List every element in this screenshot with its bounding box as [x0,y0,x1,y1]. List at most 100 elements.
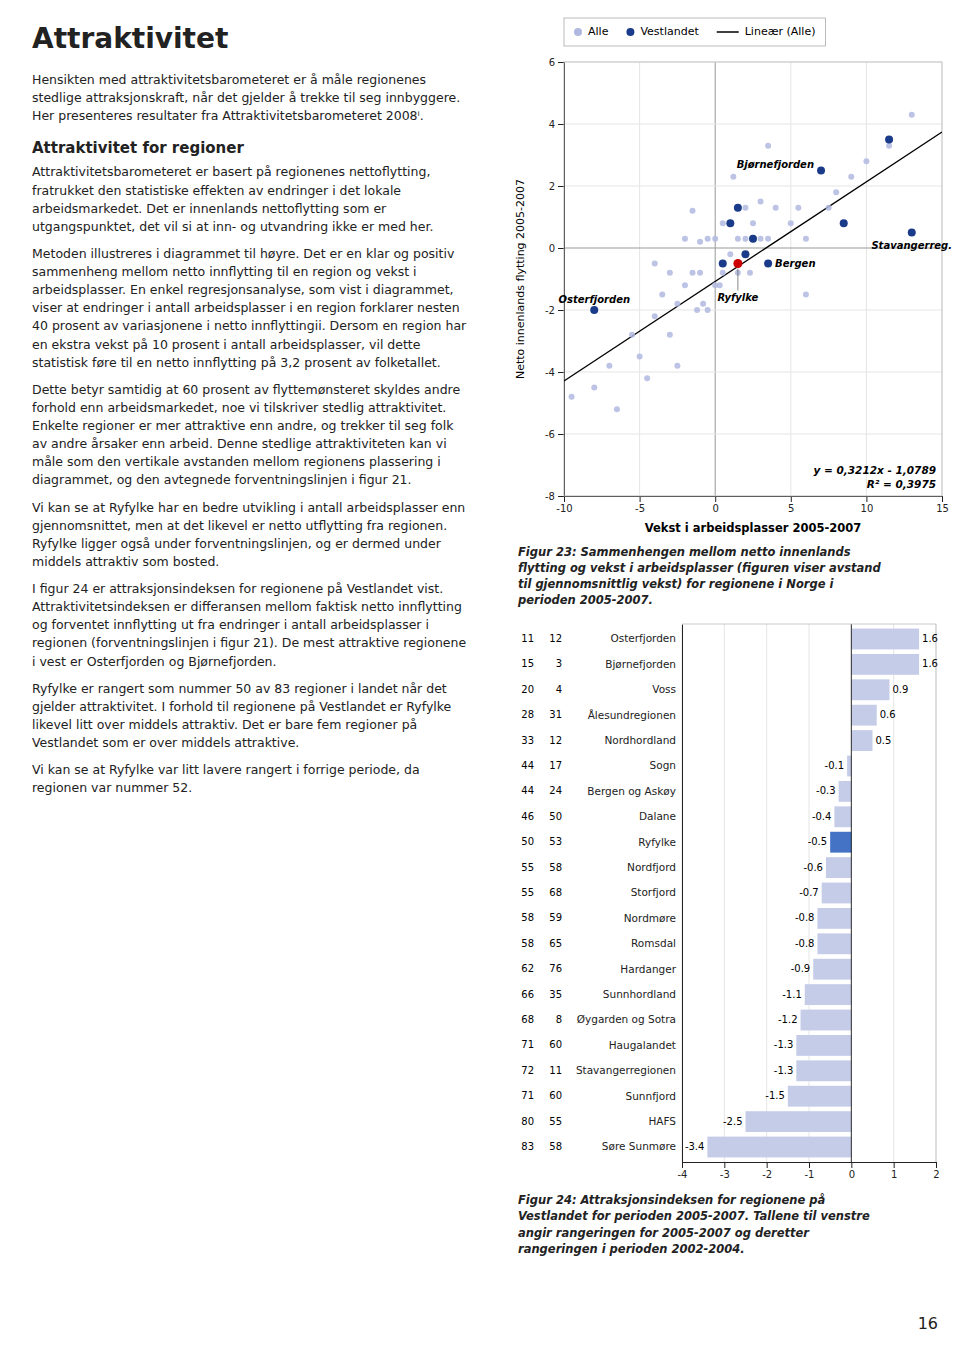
tick-label: 5 [788,503,794,514]
point-label: Bergen [775,258,815,269]
rank-label: 53 [549,837,562,848]
point [705,236,711,242]
rank-label: 68 [521,1014,534,1025]
point [758,236,764,242]
rank-label: 65 [549,938,562,949]
y-axis-tick: Romsdal [631,938,682,950]
rank-label: 24 [549,786,562,797]
y-axis-line [558,63,565,497]
point [742,236,748,242]
data-label: -1.3 [774,1040,794,1051]
y-axis-tick: Bjørnefjorden [605,658,682,670]
bar [796,1061,851,1082]
rank-label: 4 [556,684,562,695]
tick-label: Nordhordland [604,734,676,746]
bar-chart: -4-3-2-1012OsterfjordenBjørnefjordenVoss… [510,618,960,1188]
y-axis-tick: Haugalandet [609,1039,682,1051]
legend-symbol [626,28,634,36]
point [717,282,723,288]
caption: Figur 24: Attraksjonsindeksen for region… [518,1192,960,1256]
x-axis-tick: 15 [936,496,949,514]
rank-label: 12 [549,735,562,746]
tick-mark [558,310,564,311]
point [674,301,680,307]
point [712,236,718,242]
x-axis-tick: -2 [762,1162,772,1180]
rank-label: 60 [549,1091,562,1102]
bar [851,731,872,752]
data-label: -1.1 [782,989,802,1000]
tick-mark [942,496,943,502]
rank-label: 11 [521,633,534,644]
data-label: 1.6 [922,659,938,670]
rank-label: 62 [521,964,534,975]
bar [851,629,919,650]
point [644,375,650,381]
tick-label: Haugalandet [609,1039,676,1051]
tick-label: 0 [849,1169,855,1180]
data-label: 1.6 [922,633,938,644]
bar [839,781,852,802]
rank-label: 55 [521,887,534,898]
page: AttraktivitetHensikten med attraktivitet… [0,0,960,1267]
point [690,270,696,276]
data-label: 0.9 [892,684,908,695]
tick-label: 2 [549,181,555,192]
rank-label: 50 [521,837,534,848]
x-axis-title: Vekst i arbeidsplasser 2005-2007 [645,521,861,535]
x-axis-tick: 10 [861,496,874,514]
annotations: BjørnefjordenStavangerreg.BergenRyfylkeO… [558,159,952,491]
bar [830,832,851,853]
y-axis-line [682,625,683,1163]
tick-mark [724,1162,725,1168]
tick-label: 4 [549,119,555,130]
y-axis-tick: Nordhordland [604,734,682,746]
grid-line [639,62,640,496]
tick-label: Øygarden og Sotra [577,1014,676,1026]
tick-mark [791,496,792,502]
tick-label: 15 [936,503,949,514]
rank-label: 80 [521,1116,534,1127]
y-axis-tick: Bergen og Askøy [587,785,682,797]
data-label: 0.5 [876,735,892,746]
data-label: 0.6 [880,710,896,721]
y-axis-tick: Øygarden og Sotra [577,1014,682,1026]
annotation-leader [737,269,738,291]
y-axis-tick: 2 [549,181,564,192]
rank-label: 58 [521,913,534,924]
tick-label: -1 [805,1169,815,1180]
tick-mark [558,124,564,125]
rank-label: 8 [556,1014,562,1025]
x-axis-tick: 0 [713,496,719,514]
paragraph: Dette betyr samtidig at 60 prosent av fl… [32,381,472,490]
y-axis-tick: Voss [652,684,682,696]
tick-label: Storfjord [631,887,676,899]
point [690,208,696,214]
point [667,332,673,338]
tick-mark [558,62,564,63]
point [803,292,809,298]
paragraph: Attraktivitetsbarometeret er basert på r… [32,163,472,236]
bar [817,934,851,955]
point [803,236,809,242]
point [659,292,665,298]
point [886,143,892,149]
tick-label: -2 [545,305,555,316]
bar [851,654,919,675]
point [764,260,772,268]
paragraph: Vi kan se at Ryfylke har en bedre utvikl… [32,499,472,572]
point [817,167,825,175]
y-axis: -8-6-4-20246 [545,57,564,502]
point [730,174,736,180]
point [765,236,771,242]
y-axis-tick: -6 [545,429,564,440]
tick-label: 0 [713,503,719,514]
rank-label: 83 [521,1141,534,1152]
y-axis-tick: Hardanger [620,963,682,975]
point [697,270,703,276]
y-axis: OsterfjordenBjørnefjordenVossÅlesundregi… [576,625,683,1163]
point [765,143,771,149]
point [773,205,779,211]
tick-mark [558,434,564,435]
bar [834,807,851,828]
